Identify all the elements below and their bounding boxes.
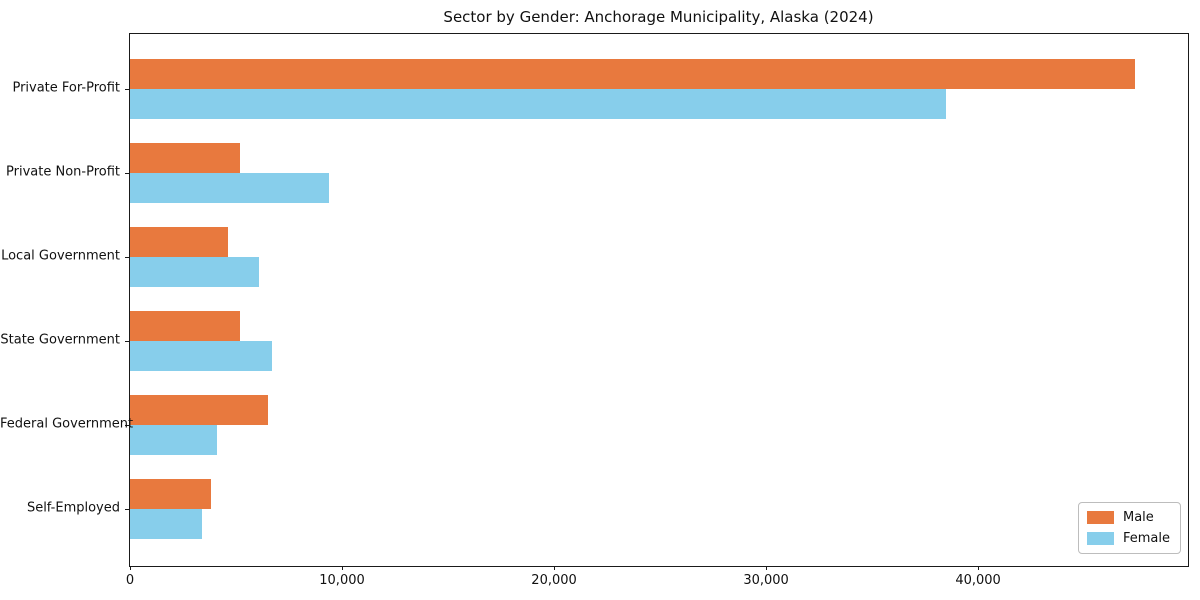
y-label-state-government: State Government xyxy=(0,332,120,348)
y-tick-self-employed xyxy=(125,508,129,510)
bar-male-local-government xyxy=(130,227,228,257)
legend-swatch-male xyxy=(1086,511,1114,524)
y-tick-state-government xyxy=(125,340,129,342)
legend-entry-female: Female xyxy=(1086,531,1170,546)
y-tick-private-non-profit xyxy=(125,172,129,174)
y-tick-local-government xyxy=(125,256,129,258)
chart-title: Sector by Gender: Anchorage Municipality… xyxy=(443,8,874,26)
x-tick-label-0: 0 xyxy=(125,573,135,588)
plot-area: 0 10,000 20,000 30,000 40,000 xyxy=(125,33,1189,588)
bar-female-federal-government xyxy=(130,425,217,455)
legend-entry-male: Male xyxy=(1086,510,1170,525)
y-label-local-government: Local Government xyxy=(1,248,120,264)
y-tick-federal-government xyxy=(125,424,129,426)
x-tick-label-30000: 30,000 xyxy=(743,573,789,588)
legend-swatch-female xyxy=(1086,532,1114,545)
x-tick-30000 xyxy=(765,566,767,570)
y-label-private-non-profit: Private Non-Profit xyxy=(6,164,120,180)
legend: Male Female xyxy=(1077,502,1181,554)
bar-male-private-non-profit xyxy=(130,143,241,173)
bar-male-federal-government xyxy=(130,395,268,425)
bar-female-self-employed xyxy=(130,509,203,539)
x-tick-10000 xyxy=(341,566,343,570)
y-label-private-for-profit: Private For-Profit xyxy=(12,80,120,96)
legend-label-male: Male xyxy=(1122,510,1154,525)
legend-label-female: Female xyxy=(1122,531,1170,546)
bar-female-private-for-profit xyxy=(130,89,947,119)
bar-male-private-for-profit xyxy=(130,59,1135,89)
bar-male-state-government xyxy=(130,311,241,341)
x-tick-label-20000: 20,000 xyxy=(531,573,577,588)
x-tick-label-10000: 10,000 xyxy=(319,573,365,588)
y-label-federal-government: Federal Government xyxy=(0,416,134,432)
bar-female-private-non-profit xyxy=(130,173,330,203)
x-tick-0 xyxy=(129,566,131,570)
y-label-self-employed: Self-Employed xyxy=(26,500,120,516)
x-tick-40000 xyxy=(977,566,979,570)
bar-male-self-employed xyxy=(130,479,211,509)
bar-female-local-government xyxy=(130,257,260,287)
bar-female-state-government xyxy=(130,341,273,371)
y-tick-private-for-profit xyxy=(125,88,129,90)
x-tick-20000 xyxy=(553,566,555,570)
x-tick-label-40000: 40,000 xyxy=(955,573,1001,588)
